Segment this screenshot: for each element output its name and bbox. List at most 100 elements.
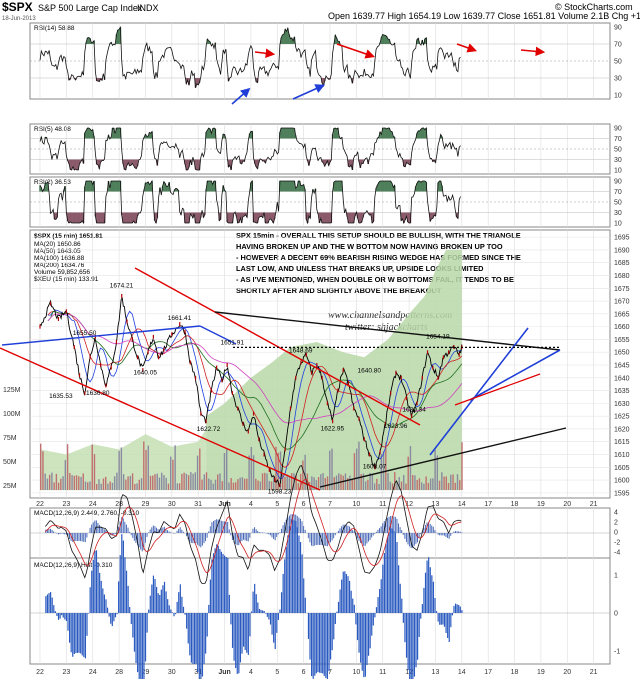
watermark-twitter: twitter: shjackcharts	[345, 322, 428, 333]
macd-area-bar	[151, 527, 153, 533]
osc-tick-label: 90	[614, 179, 622, 186]
macd-area-bar	[53, 531, 55, 533]
macd-hist-bar	[239, 613, 242, 663]
macd-area-bar	[314, 533, 316, 546]
volume-bar	[75, 475, 78, 490]
volume-bar	[136, 483, 138, 490]
analysis-annotation: SPX 15min - OVERALL THIS SETUP SHOULD BE…	[236, 231, 521, 333]
macd-hist-bar	[304, 597, 306, 613]
volume-bar	[378, 483, 380, 490]
macd-area-bar	[173, 533, 175, 534]
macd-area-bar	[274, 533, 276, 541]
macd-area-bar	[84, 533, 86, 543]
macd-area-bar	[348, 526, 350, 533]
macd-hist-bar	[458, 604, 460, 613]
volume-tick-label: 25M	[3, 483, 17, 490]
macd-area-bar	[165, 528, 167, 533]
macd-area-bar	[157, 529, 159, 533]
y-tick-label: 1625	[614, 414, 630, 421]
macd-area-bar	[364, 533, 366, 546]
volume-bar	[425, 476, 427, 490]
rsi-line	[39, 179, 461, 225]
volume-bar	[282, 474, 284, 490]
moving-average-line	[47, 311, 463, 450]
price-label-layer: 1635.53 1655.50 1636.80 1674.21 1640.05 1661.…	[49, 282, 450, 495]
macd-line	[44, 464, 462, 584]
macd-hist-bar	[250, 611, 253, 613]
macd-area-bar	[322, 533, 324, 546]
macd-hist-bar	[276, 613, 278, 633]
osc-tick-label: 30	[614, 157, 622, 164]
x-tick-label: 6	[302, 501, 306, 508]
macd-area-bar	[211, 522, 213, 533]
macd-area-bar	[442, 533, 444, 536]
macd-hist-bar	[244, 613, 246, 651]
macd-hist-bar	[261, 610, 264, 613]
macd-hist-bar	[451, 613, 453, 616]
x-tick-label: 21	[590, 501, 598, 508]
macd-hist-bar	[181, 596, 183, 613]
volume-bar	[443, 476, 445, 490]
quote-text: Open 1639.77 High 1654.19 Low 1639.77 Cl…	[328, 11, 640, 21]
macd-hist-bar	[333, 613, 335, 640]
volume-bar	[322, 473, 324, 490]
macd-hist-bar	[367, 613, 370, 656]
macd-area-bar	[366, 533, 368, 544]
macd-hist-bar	[374, 613, 376, 618]
volume-bar	[167, 483, 170, 490]
macd-hist-bar	[146, 613, 148, 633]
trendline-layer	[0, 267, 567, 491]
volume-bar	[376, 478, 378, 490]
osc-tick-label: 30	[614, 76, 622, 83]
volume-bar	[246, 478, 248, 490]
volume-bar	[91, 444, 93, 490]
volume-bar	[364, 481, 367, 490]
trendline	[199, 325, 237, 345]
macd-hist-bar	[45, 596, 47, 613]
x-tick-label-bottom: 22	[36, 669, 44, 676]
macd-hist-bar	[187, 613, 189, 644]
price-label: 1648.69	[289, 348, 313, 355]
macd-hist-bar	[420, 613, 422, 619]
macd-hist-bar	[208, 604, 210, 613]
macd-area-bar	[328, 533, 330, 545]
macd-area-bar	[377, 529, 379, 533]
macd-area-bar	[75, 533, 77, 542]
rsi-arrow	[520, 46, 546, 57]
macd-hist-bar	[364, 613, 366, 677]
macd-hist-bar	[228, 594, 230, 613]
macd-area-bar	[417, 533, 418, 543]
volume-bar	[57, 482, 60, 490]
macd-hist-bar	[230, 613, 232, 625]
macd-hist-bar	[111, 613, 113, 627]
macd-area-bar	[388, 516, 390, 533]
macd-hist-bar	[173, 613, 175, 617]
price-label: 1623.96	[384, 423, 408, 430]
volume-tick-label: 50M	[3, 459, 17, 466]
x-tick-label: 5	[275, 501, 279, 508]
macd-hist-bar	[284, 559, 286, 613]
volume-bar	[429, 478, 432, 490]
macd-hist-bar	[369, 613, 371, 649]
volume-bar	[315, 480, 318, 490]
macd-hist-bar	[162, 585, 164, 613]
x-tick-label: 20	[563, 501, 571, 508]
macd-area-bar	[78, 533, 80, 541]
macd-area-bar	[59, 533, 61, 535]
macd-area-bar	[309, 533, 311, 543]
macd-area-bar	[375, 531, 377, 533]
x-tick-label: 11	[379, 501, 386, 508]
macd-hist-bar	[91, 570, 93, 613]
macd-hist-bar	[355, 613, 357, 625]
macd-area-bar	[287, 517, 289, 533]
volume-bar	[93, 454, 96, 490]
macd-area-bar	[325, 533, 327, 546]
macd-hist-bar	[265, 613, 267, 614]
volume-bar	[275, 446, 277, 490]
macd-area-bar	[48, 529, 50, 533]
macd-layer	[30, 464, 610, 679]
volume-bar	[210, 479, 212, 490]
macd-area-bar	[140, 533, 142, 550]
macd-hist-bar	[266, 613, 268, 617]
x-tick-label: 30	[168, 501, 176, 508]
